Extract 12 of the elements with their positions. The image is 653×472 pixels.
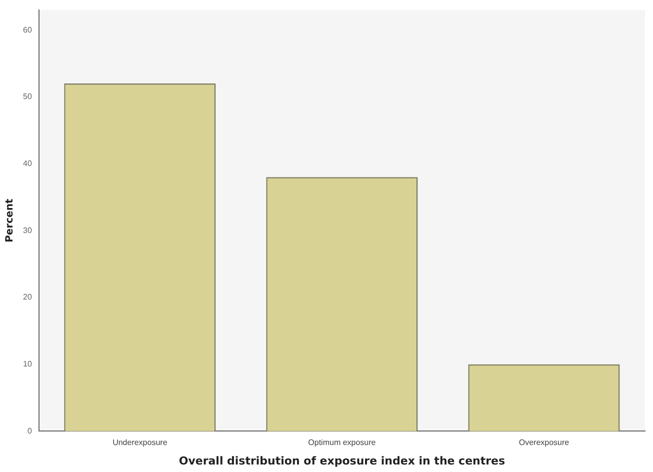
y-axis-title: Percent [4, 198, 16, 242]
y-tick-label: 30 [22, 226, 32, 235]
y-tick-label: 0 [27, 426, 32, 436]
x-tick-label: Underexposure [112, 438, 168, 448]
y-tick-label: 10 [22, 360, 32, 369]
y-tick-label: 40 [22, 158, 32, 168]
y-tick-label: 50 [22, 92, 32, 102]
x-tick-label: Overexposure [518, 438, 570, 448]
x-tick-label: Optimum exposure [308, 438, 376, 448]
x-axis-title: Overall distribution of exposure index in the centres [178, 454, 506, 468]
y-tick-label: 20 [22, 292, 32, 302]
y-tick-label: 60 [22, 25, 32, 34]
